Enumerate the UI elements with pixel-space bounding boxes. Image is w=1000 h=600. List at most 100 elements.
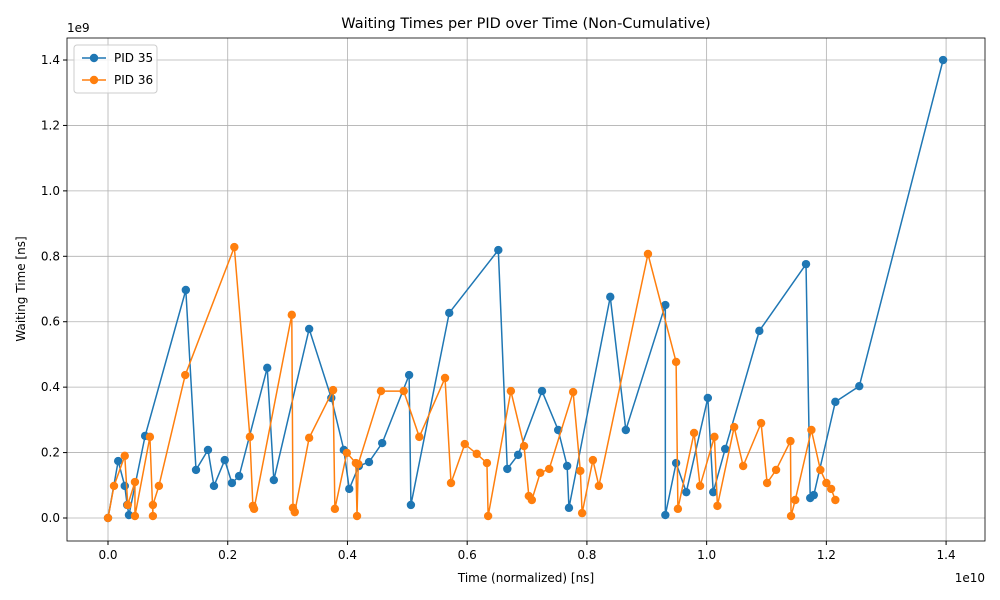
- data-point: [130, 477, 140, 487]
- data-point: [460, 439, 469, 449]
- data-point: [203, 445, 213, 455]
- data-point: [191, 465, 201, 475]
- data-point: [113, 456, 123, 466]
- data-point: [562, 461, 572, 471]
- data-point: [290, 507, 299, 517]
- data-point: [536, 468, 545, 478]
- data-point: [483, 511, 493, 521]
- data-point: [738, 461, 748, 471]
- data-point: [756, 418, 766, 428]
- data-point: [588, 455, 598, 465]
- data-point: [304, 433, 314, 443]
- data-point: [671, 458, 681, 468]
- data-point: [342, 448, 352, 458]
- data-point: [809, 490, 818, 500]
- data-point: [352, 511, 362, 521]
- data-point: [304, 324, 314, 334]
- data-point: [786, 511, 796, 521]
- y-tick-label: 1.0: [41, 184, 60, 198]
- y-tick-label: 0.8: [41, 249, 60, 263]
- data-point: [831, 397, 840, 407]
- legend-label: PID 35: [114, 51, 153, 65]
- data-point: [154, 481, 164, 491]
- data-point: [328, 385, 338, 395]
- data-point: [826, 484, 836, 494]
- x-tick-label: 0.4: [338, 548, 357, 562]
- chart-title: Waiting Times per PID over Time (Non-Cum…: [341, 16, 710, 32]
- data-point: [440, 373, 450, 383]
- data-point: [506, 386, 516, 396]
- data-point: [269, 475, 279, 485]
- data-point: [568, 387, 578, 397]
- data-point: [377, 438, 387, 448]
- data-point: [181, 285, 191, 295]
- data-point: [661, 300, 670, 310]
- data-point: [263, 363, 272, 373]
- x-tick-label: 1.2: [817, 548, 836, 562]
- y-tick-label: 1.2: [41, 118, 60, 132]
- data-point: [544, 464, 554, 474]
- data-point: [771, 465, 781, 475]
- data-point: [762, 478, 772, 488]
- data-point: [720, 444, 730, 454]
- data-point: [220, 455, 229, 465]
- data-point: [682, 487, 691, 497]
- data-point: [576, 466, 585, 476]
- data-point: [807, 425, 816, 435]
- x-tick-label: 1.0: [697, 548, 716, 562]
- data-point: [130, 511, 140, 521]
- data-point: [594, 481, 604, 491]
- x-tick-label: 1.4: [937, 548, 956, 562]
- data-point: [148, 511, 158, 521]
- legend-marker: [89, 53, 99, 63]
- data-point: [673, 504, 683, 514]
- data-point: [855, 381, 864, 391]
- data-point: [621, 425, 631, 435]
- data-point: [661, 510, 670, 520]
- data-point: [446, 478, 456, 488]
- data-point: [376, 386, 386, 396]
- data-point: [148, 500, 158, 510]
- data-point: [831, 495, 840, 505]
- data-point: [245, 432, 255, 442]
- data-point: [709, 487, 718, 497]
- data-point: [445, 308, 454, 318]
- data-point: [234, 471, 244, 481]
- data-point: [472, 449, 481, 459]
- data-point: [406, 500, 416, 510]
- data-point: [404, 370, 414, 380]
- data-point: [120, 481, 129, 491]
- data-point: [181, 370, 190, 380]
- x-tick-label: 0.8: [577, 548, 596, 562]
- x-tick-label: 0.0: [98, 548, 117, 562]
- data-point: [354, 459, 363, 469]
- data-point: [938, 55, 948, 65]
- y-tick-label: 0.4: [41, 380, 60, 394]
- x-axis-label: Time (normalized) [ns]: [457, 571, 594, 585]
- x-tick-label: 0.6: [458, 548, 477, 562]
- data-point: [606, 292, 615, 302]
- data-point: [564, 503, 574, 513]
- x-offset-label: 1e10: [955, 571, 985, 585]
- data-point: [399, 386, 408, 396]
- data-point: [822, 478, 831, 488]
- y-tick-label: 1.4: [41, 53, 60, 67]
- data-point: [695, 481, 705, 491]
- data-point: [227, 478, 237, 488]
- data-point: [710, 432, 719, 442]
- data-point: [494, 245, 503, 255]
- data-point: [145, 432, 155, 442]
- data-point: [345, 484, 354, 494]
- data-point: [755, 326, 764, 336]
- data-point: [513, 450, 523, 460]
- data-point: [503, 464, 512, 474]
- data-point: [537, 386, 547, 396]
- x-tick-label: 0.2: [218, 548, 237, 562]
- data-point: [689, 428, 699, 438]
- legend-label: PID 36: [114, 73, 153, 87]
- data-point: [103, 513, 113, 523]
- y-offset-label: 1e9: [67, 21, 90, 35]
- legend-marker: [89, 75, 99, 85]
- plot-area: 0.0 0.2 0.4 0.6 0.8 1.0 1.2 1.4 0.0 0.2 0.4 0.6 0.8 1…: [41, 37, 986, 562]
